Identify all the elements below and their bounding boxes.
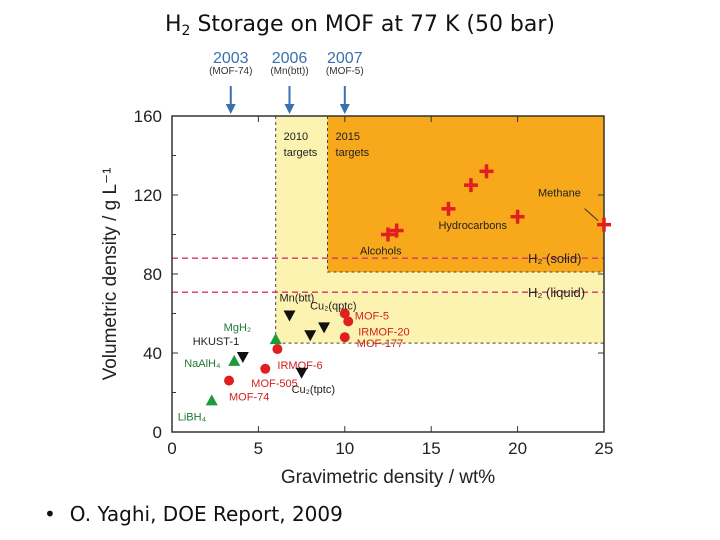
data-point-label: Cu₂(tptc) [292, 384, 335, 396]
data-point-label: MOF-5 [355, 311, 389, 323]
x-tick-label: 10 [335, 439, 354, 458]
data-point-label: IRMOF-6 [277, 360, 322, 372]
data-point-circle [343, 316, 354, 327]
data-point-label: Hydrocarbons [438, 220, 507, 232]
x-tick-label: 25 [595, 439, 614, 458]
year-material: (MOF-74) [209, 66, 253, 77]
data-point-label: MgH₂ [224, 322, 252, 334]
data-point-plus [597, 217, 611, 232]
data-point-label: MOF-177 [357, 338, 403, 350]
y-tick-label: 0 [153, 423, 162, 442]
x-tick-label: 15 [422, 439, 441, 458]
data-point-label: NaAlH₄ [184, 358, 221, 370]
y-tick-label: 160 [134, 107, 162, 126]
year-label: 2006 [271, 50, 308, 67]
data-point-label: MOF-74 [229, 392, 269, 404]
data-point-triangle-down [283, 310, 296, 322]
data-point-label: LiBH₄ [178, 411, 207, 423]
citation: • O. Yaghi, DOE Report, 2009 [44, 502, 343, 526]
data-point-plus [381, 227, 395, 242]
data-point-plus [441, 201, 456, 216]
data-point-label: Methane [538, 188, 581, 200]
data-point-circle [272, 344, 283, 355]
region-label: 2015 [336, 131, 360, 143]
data-point-label: Alcohols [360, 246, 402, 258]
data-point-triangle-down [318, 322, 331, 334]
year-label: 2003 [212, 50, 249, 67]
data-point-plus [510, 209, 525, 224]
reference-line-label: H₂ (solid) [528, 251, 581, 266]
data-point-label: Cu₂(qptc) [310, 300, 356, 312]
year-material: (Mn(btt)) [270, 66, 309, 77]
data-point-label: MOF-505 [251, 378, 297, 390]
data-point-plus [389, 223, 404, 238]
y-tick-label: 80 [143, 265, 162, 284]
year-arrow-head [225, 104, 236, 114]
x-tick-label: 0 [167, 439, 176, 458]
data-point-triangle-up [269, 333, 282, 345]
year-2006: 2006 (Mn(btt)) [258, 50, 322, 77]
data-point-circle [260, 363, 271, 374]
data-point-circle [339, 308, 350, 319]
data-point-triangle-down [236, 351, 249, 363]
x-tick-label: 20 [508, 439, 527, 458]
page-title: H2 Storage on MOF at 77 K (50 bar) [164, 12, 556, 39]
data-point-plus [463, 178, 478, 193]
target-region-border [275, 116, 604, 344]
region-label: 2010 [284, 131, 308, 143]
data-point-triangle-down [295, 367, 308, 379]
methane-leader-line [584, 208, 599, 221]
data-point-circle [224, 375, 235, 386]
x-tick-label: 5 [254, 439, 263, 458]
year-arrow-head [284, 104, 295, 114]
data-point-label: IRMOF-20 [358, 326, 409, 338]
y-axis-label: Volumetric density / g L⁻¹ [100, 168, 121, 381]
y-tick-label: 120 [134, 186, 162, 205]
data-point-triangle-down [304, 330, 317, 342]
region-label: targets [336, 147, 370, 159]
region-label: targets [284, 147, 318, 159]
target-region-border [327, 116, 604, 273]
year-material: (MOF-5) [325, 66, 364, 77]
target-region-2 [327, 116, 604, 273]
data-point-plus [479, 164, 494, 179]
data-point-triangle-up [228, 354, 241, 366]
data-point-label: Mn(btt) [280, 292, 315, 304]
data-point-circle [339, 332, 350, 343]
data-point-triangle-up [205, 394, 218, 406]
data-point-label: HKUST-1 [193, 336, 239, 348]
year-label: 2007 [327, 50, 363, 67]
year-arrow-head [339, 104, 350, 114]
reference-line-label: H₂ (liquid) [528, 285, 585, 300]
y-tick-label: 40 [143, 344, 162, 363]
year-2003: 2003 (MOF-74) [199, 50, 263, 77]
x-axis-label: Gravimetric density / wt% [281, 467, 495, 488]
year-2007: 2007 (MOF-5) [313, 50, 377, 77]
